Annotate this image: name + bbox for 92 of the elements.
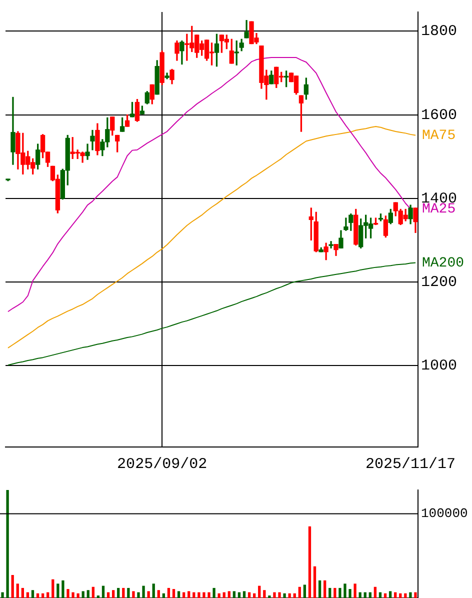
bar	[364, 592, 366, 598]
bar	[172, 589, 176, 598]
bar	[324, 580, 326, 598]
bar	[404, 593, 407, 598]
bar	[137, 592, 140, 598]
y-tick-label: 1000	[421, 357, 458, 374]
bar	[52, 579, 54, 598]
bar	[1, 592, 4, 598]
bar	[6, 490, 9, 598]
bar	[318, 580, 322, 598]
text: 100000	[421, 506, 468, 522]
bar	[212, 588, 216, 598]
bar	[258, 586, 261, 598]
bar	[334, 588, 336, 598]
bar	[263, 590, 266, 598]
bar	[112, 590, 115, 598]
bar	[222, 592, 226, 598]
bar	[313, 566, 316, 598]
bar	[384, 593, 387, 598]
bar	[388, 591, 392, 598]
bar	[348, 589, 352, 598]
bar	[157, 590, 160, 598]
x-tick-label: 2025/09/02	[117, 456, 208, 473]
bar	[147, 591, 150, 598]
bar	[102, 586, 105, 598]
bar	[106, 592, 110, 598]
bar	[117, 588, 120, 598]
bar	[278, 592, 281, 598]
series-label: MA75	[422, 128, 456, 144]
bar	[298, 586, 301, 598]
bar	[162, 593, 166, 598]
bar	[308, 526, 312, 598]
bar	[399, 593, 402, 598]
bar	[248, 592, 251, 598]
bar	[72, 592, 74, 598]
bar	[142, 586, 145, 598]
bar	[293, 593, 296, 598]
bar	[56, 584, 60, 598]
bar	[127, 588, 130, 598]
bar	[238, 592, 241, 598]
candlestick	[328, 241, 334, 248]
bar	[82, 591, 84, 598]
bar	[16, 584, 19, 598]
bar	[228, 591, 230, 598]
bar	[41, 593, 44, 598]
bar	[86, 590, 90, 598]
x-tick-label: 2025/11/17	[366, 456, 456, 473]
bar	[21, 588, 24, 598]
series-label: MA200	[422, 255, 464, 272]
bar	[188, 591, 190, 598]
bar	[122, 588, 125, 598]
bar	[354, 584, 356, 598]
bar	[26, 592, 30, 598]
candlestick	[85, 144, 90, 160]
bar	[394, 592, 397, 598]
bar	[303, 584, 306, 598]
bar	[218, 593, 220, 598]
y-tick-label: 1800	[421, 23, 458, 40]
bar	[182, 592, 186, 598]
bar	[378, 592, 382, 598]
bar	[414, 592, 417, 598]
bar	[202, 592, 206, 598]
bar	[11, 574, 14, 598]
bar	[31, 590, 34, 598]
bar	[167, 588, 170, 598]
bar	[198, 592, 200, 598]
bar	[192, 592, 196, 598]
bar	[252, 593, 256, 598]
bar	[288, 593, 291, 598]
bar	[368, 592, 372, 598]
y-tick-label: 1600	[421, 106, 458, 124]
bar	[338, 588, 342, 598]
bar	[283, 593, 286, 598]
bar	[328, 588, 332, 598]
bar	[152, 584, 155, 598]
bar	[76, 593, 80, 598]
bar	[208, 592, 210, 598]
bar	[66, 589, 70, 598]
bar	[358, 592, 362, 598]
bar	[46, 592, 50, 598]
bar	[242, 591, 246, 598]
bar	[62, 580, 64, 598]
bar	[374, 586, 377, 598]
bar	[273, 592, 276, 598]
bar	[232, 591, 236, 598]
bar	[344, 584, 346, 598]
bar	[132, 591, 135, 598]
y-tick-label: 1200	[421, 274, 458, 291]
bar	[36, 593, 40, 598]
bar	[92, 586, 94, 598]
bar	[409, 592, 412, 598]
bar	[177, 591, 180, 598]
